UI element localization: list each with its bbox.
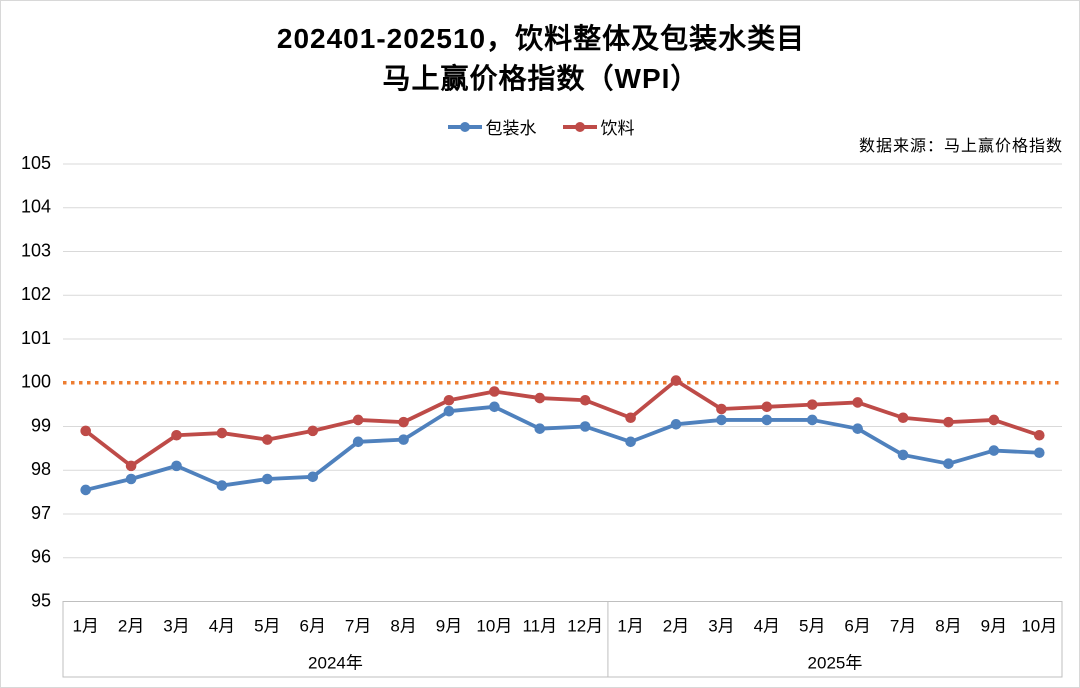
series-beverage	[80, 375, 1045, 472]
data-point-beverage	[534, 392, 546, 404]
data-point-packaged-water	[489, 401, 500, 413]
x-axis-year-label: 2024年	[308, 653, 363, 672]
data-point-beverage	[943, 416, 954, 428]
legend-label-beverage: 饮料	[600, 119, 635, 138]
data-point-packaged-water	[1033, 447, 1045, 459]
y-axis-tick-label: 99	[31, 415, 51, 435]
y-axis-tick-label: 101	[21, 328, 51, 348]
data-point-beverage	[443, 394, 455, 406]
x-axis-month-label: 7月	[345, 616, 371, 635]
data-point-beverage	[262, 434, 273, 445]
data-point-packaged-water	[852, 423, 863, 434]
data-point-beverage	[988, 414, 1000, 426]
chart-title-line2: 马上赢价格指数（WPI）	[382, 63, 700, 94]
data-point-beverage	[897, 412, 909, 424]
data-point-beverage	[806, 399, 818, 410]
x-axis-month-label: 10月	[476, 616, 512, 635]
legend: 包装水 饮料	[1, 114, 1079, 139]
data-point-beverage	[1033, 429, 1045, 441]
data-point-packaged-water	[534, 423, 546, 434]
x-axis-month-label: 3月	[708, 616, 734, 635]
series-packaged-water	[80, 401, 1045, 496]
x-axis-month-label: 1月	[72, 616, 98, 635]
series-line-packaged-water	[83, 404, 1042, 492]
data-point-beverage	[716, 403, 727, 415]
chart-title-line1: 202401-202510，饮料整体及包装水类目	[276, 23, 806, 54]
y-axis-tick-label: 104	[21, 197, 51, 217]
x-axis-year-label: 2025年	[808, 653, 863, 672]
data-point-beverage	[216, 427, 228, 439]
y-axis-tick-label: 105	[21, 153, 51, 173]
y-axis-tick-label: 95	[31, 590, 51, 610]
y-axis-tick-label: 103	[21, 240, 51, 260]
data-point-packaged-water	[307, 471, 319, 483]
x-axis-month-label: 9月	[981, 616, 1007, 635]
data-point-beverage	[852, 397, 863, 408]
data-point-packaged-water	[216, 480, 228, 491]
data-point-beverage	[761, 401, 773, 413]
data-point-packaged-water	[761, 414, 773, 426]
data-point-packaged-water	[443, 405, 455, 417]
legend-marker-packaged-water-icon	[447, 121, 482, 133]
series-line-beverage	[83, 378, 1042, 468]
data-point-packaged-water	[988, 445, 1000, 456]
x-axis-month-label: 9月	[436, 616, 462, 635]
data-point-packaged-water	[806, 414, 818, 426]
x-axis-month-label: 8月	[390, 616, 416, 635]
y-axis-tick-label: 97	[31, 503, 51, 523]
legend-marker-beverage-icon	[562, 121, 597, 133]
data-point-packaged-water	[625, 436, 636, 448]
data-point-packaged-water	[171, 460, 182, 472]
y-axis-tick-label: 96	[31, 547, 51, 567]
data-point-beverage	[125, 460, 137, 472]
x-axis-box	[62, 601, 1063, 678]
x-axis-month-label: 8月	[935, 616, 961, 635]
data-point-packaged-water	[716, 414, 727, 426]
chart-title: 202401-202510，饮料整体及包装水类目 马上赢价格指数（WPI）	[1, 19, 1079, 99]
y-axis-tick-label: 102	[21, 284, 51, 304]
data-point-packaged-water	[80, 484, 92, 496]
data-source-note: 数据来源：马上赢价格指数	[858, 138, 1063, 155]
x-axis-month-label: 6月	[844, 616, 870, 635]
data-point-packaged-water	[579, 421, 591, 432]
x-axis-month-label: 5月	[254, 616, 280, 635]
x-axis-month-label: 4月	[209, 616, 235, 635]
data-point-packaged-water	[398, 434, 409, 445]
x-axis-month-label: 7月	[890, 616, 916, 635]
x-axis-month-label: 11月	[522, 616, 557, 635]
data-point-packaged-water	[943, 458, 954, 469]
data-point-beverage	[307, 425, 319, 437]
data-point-beverage	[579, 394, 591, 406]
data-point-beverage	[489, 386, 500, 397]
x-axis-month-label: 12月	[567, 616, 603, 635]
data-point-beverage	[625, 412, 636, 424]
data-point-packaged-water	[352, 436, 364, 448]
x-axis-month-label: 6月	[300, 616, 326, 635]
legend-dot-icon	[574, 121, 585, 132]
data-point-beverage	[171, 429, 182, 441]
y-axis-tick-label: 98	[31, 459, 51, 479]
data-point-beverage	[352, 414, 364, 426]
data-point-packaged-water	[262, 473, 273, 485]
data-point-beverage	[80, 425, 92, 437]
x-axis-month-label: 2月	[118, 616, 144, 635]
x-axis-month-label: 5月	[799, 616, 825, 635]
x-axis-month-label: 3月	[163, 616, 189, 635]
x-axis-month-label: 2月	[663, 616, 689, 635]
legend-item-packaged-water[interactable]: 包装水	[447, 114, 537, 139]
data-point-packaged-water	[897, 449, 909, 461]
data-point-beverage	[670, 375, 682, 386]
x-axis-month-label: 4月	[754, 616, 780, 635]
legend-item-beverage[interactable]: 饮料	[562, 114, 635, 139]
legend-label-packaged-water: 包装水	[485, 119, 537, 138]
x-axis-month-label: 10月	[1021, 616, 1057, 635]
x-axis-month-label: 1月	[617, 616, 643, 635]
legend-dot-icon	[459, 121, 470, 132]
data-point-packaged-water	[670, 419, 682, 430]
y-axis-tick-label: 100	[21, 372, 51, 392]
data-point-packaged-water	[125, 473, 137, 485]
data-point-beverage	[398, 416, 409, 428]
